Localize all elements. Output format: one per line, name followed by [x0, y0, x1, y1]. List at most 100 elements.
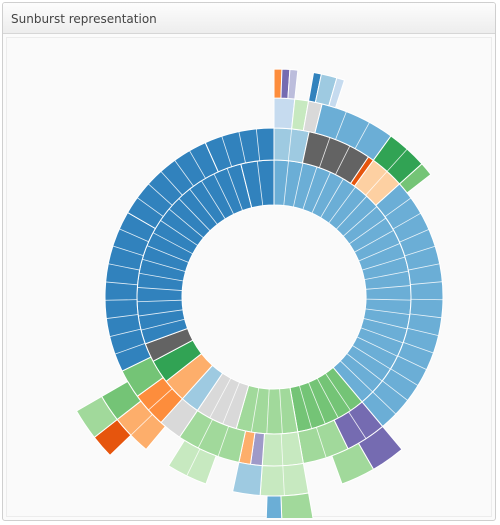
sunburst-divider-l2-4-10: [403, 341, 434, 354]
sunburst-divider-l1-0-19: [356, 336, 398, 357]
sunburst-divider-l3-3-2: [354, 122, 370, 149]
sunburst-divider-l1-8-9: [160, 220, 198, 246]
sunburst-divider-l1-1-4: [298, 385, 313, 429]
sunburst-divider-l1-0-22: [339, 360, 373, 393]
sunburst-divider-l1-0-2: [293, 162, 304, 208]
sunburst-divider-l2-4-12: [390, 368, 419, 386]
sunburst-divider-l1-0-17: [363, 318, 408, 330]
sunburst-divider-l2-14-3: [106, 314, 139, 319]
sunburst-divider-l1-1-2: [316, 378, 339, 419]
sunburst-divider-l2-4-13: [382, 380, 408, 401]
chart-area: [6, 37, 492, 518]
sunburst-divider-l1-8-15: [226, 168, 243, 211]
sunburst-segment-l3-5[interactable]: [398, 163, 432, 194]
sunburst-divider-l2-14-5: [105, 281, 138, 286]
sunburst-divider-l2-16-2: [238, 131, 246, 164]
sunburst-divider-l1-8-3: [137, 299, 183, 303]
sunburst-divider-l1-3-1: [222, 382, 240, 425]
sunburst-divider-l2-5-1: [348, 411, 367, 439]
sunburst-divider-l2-16-1: [221, 136, 233, 167]
panel-title: Sunburst representation: [11, 12, 157, 26]
sunburst-divider-l2-4-6: [410, 281, 443, 285]
sunburst-panel: Sunburst representation: [2, 2, 496, 521]
sunburst-divider-l1-8-7: [146, 245, 189, 263]
sunburst-divider-l2-14-1: [114, 342, 146, 355]
sunburst-divider-l1-0-20: [352, 345, 391, 370]
sunburst-divider-l1-8-6: [142, 258, 186, 273]
sunburst-divider-l1-8-2: [138, 309, 183, 317]
sunburst-divider-l1-2-2: [266, 388, 270, 434]
sunburst-divider-l2-4-14: [372, 391, 397, 415]
sunburst-chart: [75, 68, 444, 518]
panel-header: Sunburst representation: [3, 3, 495, 34]
sunburst-divider-l2-15-3: [160, 171, 183, 196]
sunburst-divider-l3-11-1: [130, 414, 153, 436]
sunburst-divider-l1-0-14: [365, 285, 411, 290]
sunburst-divider-l2-14-6: [108, 263, 140, 271]
sunburst-divider-l1-0-13: [364, 270, 409, 281]
sunburst-divider-l1-9-1: [256, 160, 264, 206]
sunburst-divider-l1-2-1: [279, 388, 283, 434]
sunburst-divider-l1-8-10: [168, 208, 204, 239]
sunburst-segment-l3-10[interactable]: [167, 439, 217, 485]
sunburst-divider-l1-0-15: [365, 298, 411, 301]
sunburst-divider-l1-1-3: [308, 382, 326, 425]
sunburst-divider-l2-10-1: [217, 426, 230, 457]
sunburst-divider-l2-14-4: [105, 299, 138, 301]
sunburst-segment-l4-5[interactable]: [328, 77, 346, 109]
sunburst-divider-l2-4-9: [407, 327, 439, 336]
sunburst-divider-l1-8-8: [152, 232, 193, 255]
sunburst-divider-l2-4-4: [404, 245, 436, 257]
sunburst-divider-l1-0-5: [320, 178, 344, 218]
sunburst-divider-l1-8-1: [140, 318, 185, 331]
sunburst-divider-l2-1-1: [318, 137, 331, 168]
sunburst-divider-l1-8-11: [178, 198, 211, 232]
sunburst-divider-l2-4-1: [384, 197, 412, 218]
sunburst-divider-l2-1-2: [335, 145, 351, 175]
sunburst-divider-l1-3-2: [209, 378, 232, 419]
sunburst-divider-l1-0-18: [360, 327, 404, 344]
sunburst-divider-l1-8-4: [137, 287, 183, 291]
sunburst-divider-l2-10-2: [197, 419, 213, 449]
sunburst-divider-l2-0-1: [287, 128, 293, 161]
sunburst-divider-l1-0-21: [346, 353, 383, 382]
sunburst-divider-l1-0-7: [335, 195, 368, 230]
sunburst-divider-l1-0-12: [361, 256, 406, 271]
sunburst-divider-l1-8-12: [189, 188, 218, 225]
sunburst-divider-l1-0-16: [365, 308, 410, 316]
sunburst-divider-l3-3-1: [335, 111, 347, 140]
sunburst-divider-l1-2-3: [250, 387, 260, 433]
sunburst-segment-l4-2[interactable]: [287, 69, 299, 100]
sunburst-segment-l4-9[interactable]: [75, 395, 118, 439]
sunburst-divider-l2-3-1: [365, 171, 388, 196]
sunburst-divider-l1-8-14: [213, 173, 235, 215]
sunburst-divider-l1-0-9: [348, 217, 387, 245]
sunburst-divider-l2-7-1: [280, 433, 284, 466]
sunburst-divider-l1-0-6: [328, 186, 356, 224]
sunburst-divider-l2-15-4: [174, 160, 194, 187]
sunburst-divider-l2-4-5: [408, 263, 440, 271]
sunburst-divider-l2-12-1: [148, 388, 173, 411]
sunburst-divider-l1-0-10: [354, 229, 394, 253]
sunburst-divider-l1-8-13: [201, 180, 226, 220]
sunburst-divider-l2-15-5: [189, 150, 206, 179]
sunburst-divider-l1-0-11: [358, 243, 401, 262]
sunburst-divider-l2-4-8: [409, 313, 442, 319]
sunburst-divider-l2-6-1: [315, 427, 327, 458]
sunburst-divider-l2-15-1: [137, 197, 164, 217]
sunburst-divider-l2-14-8: [119, 228, 149, 243]
sunburst-divider-l3-10-1: [186, 448, 201, 477]
sunburst-divider-l1-1-1: [325, 373, 351, 411]
sunburst-segment-l3-7[interactable]: [331, 442, 375, 485]
sunburst-divider-l2-4-3: [399, 228, 430, 243]
sunburst-segment-l3-9[interactable]: [232, 461, 263, 497]
sunburst-segment-l4-6[interactable]: [280, 492, 314, 518]
sunburst-divider-l1-0-8: [342, 206, 378, 237]
sunburst-divider-l2-4-2: [392, 212, 421, 230]
sunburst-divider-l1-0-1: [283, 160, 289, 206]
sunburst-divider-l3-8-1: [282, 465, 285, 496]
sunburst-segment-l4-7[interactable]: [265, 495, 283, 518]
sunburst-divider-l1-0-4: [311, 172, 331, 214]
sunburst-divider-l2-4-7: [410, 298, 443, 301]
sunburst-divider-l2-16-3: [255, 128, 261, 161]
